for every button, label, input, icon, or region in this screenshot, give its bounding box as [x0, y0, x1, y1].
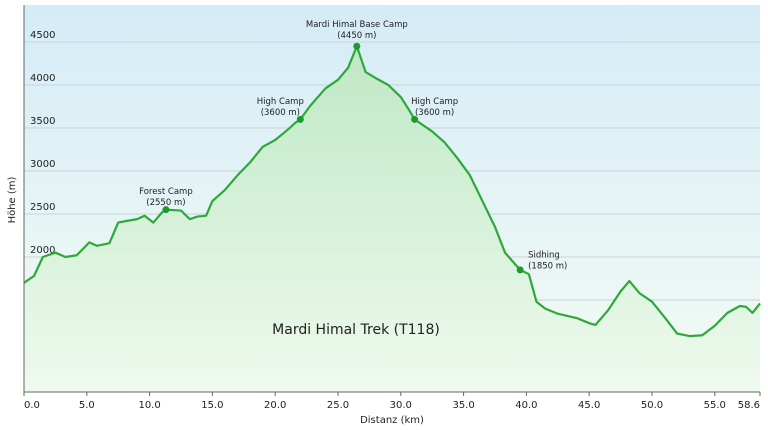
x-tick-label: 0.0 [24, 400, 40, 411]
y-tick-label: 3000 [30, 159, 55, 170]
waypoint-name: Mardi Himal Base Camp [306, 20, 408, 30]
x-tick-label: 40.0 [515, 400, 537, 411]
x-tick-label: 58.6 [738, 400, 760, 411]
x-tick-label: 15.0 [201, 400, 223, 411]
waypoint-name: Sidhing [528, 250, 560, 260]
x-tick-label: 45.0 [578, 400, 600, 411]
x-tick-label: 20.0 [264, 400, 286, 411]
x-tick-label: 50.0 [641, 400, 663, 411]
waypoint-marker [411, 115, 419, 123]
waypoint-label: (4450 m) [337, 31, 376, 41]
waypoint-label: (1850 m) [528, 261, 567, 271]
waypoint-marker [516, 266, 524, 274]
x-tick-label: 25.0 [327, 400, 349, 411]
waypoint-label: (3600 m) [415, 108, 454, 118]
x-tick-label: 5.0 [79, 400, 95, 411]
y-tick-label: 4500 [30, 30, 55, 41]
x-tick-label: 30.0 [390, 400, 412, 411]
y-axis-label: Höhe (m) [7, 176, 18, 223]
waypoint-name: High Camp [411, 97, 458, 107]
y-tick-label: 3500 [30, 116, 55, 127]
chart-title: Mardi Himal Trek (T118) [272, 322, 440, 338]
x-tick-label: 10.0 [138, 400, 160, 411]
waypoint-marker [296, 115, 304, 123]
y-tick-label: 2500 [30, 202, 55, 213]
area-fill [24, 46, 760, 392]
waypoint-marker [353, 42, 361, 50]
waypoint-marker [162, 206, 170, 214]
x-tick-label: 55.0 [704, 400, 726, 411]
y-tick-label: 2000 [30, 245, 55, 256]
waypoint-label: (2550 m) [146, 198, 185, 208]
x-tick-label: 35.0 [452, 400, 474, 411]
waypoint-name: Forest Camp [139, 187, 193, 197]
waypoint-name: High Camp [257, 97, 304, 107]
y-tick-label: 4000 [30, 73, 55, 84]
waypoint-label: (3600 m) [261, 108, 300, 118]
elevation-line [23, 45, 761, 338]
x-axis-label: Distanz (km) [360, 415, 424, 426]
